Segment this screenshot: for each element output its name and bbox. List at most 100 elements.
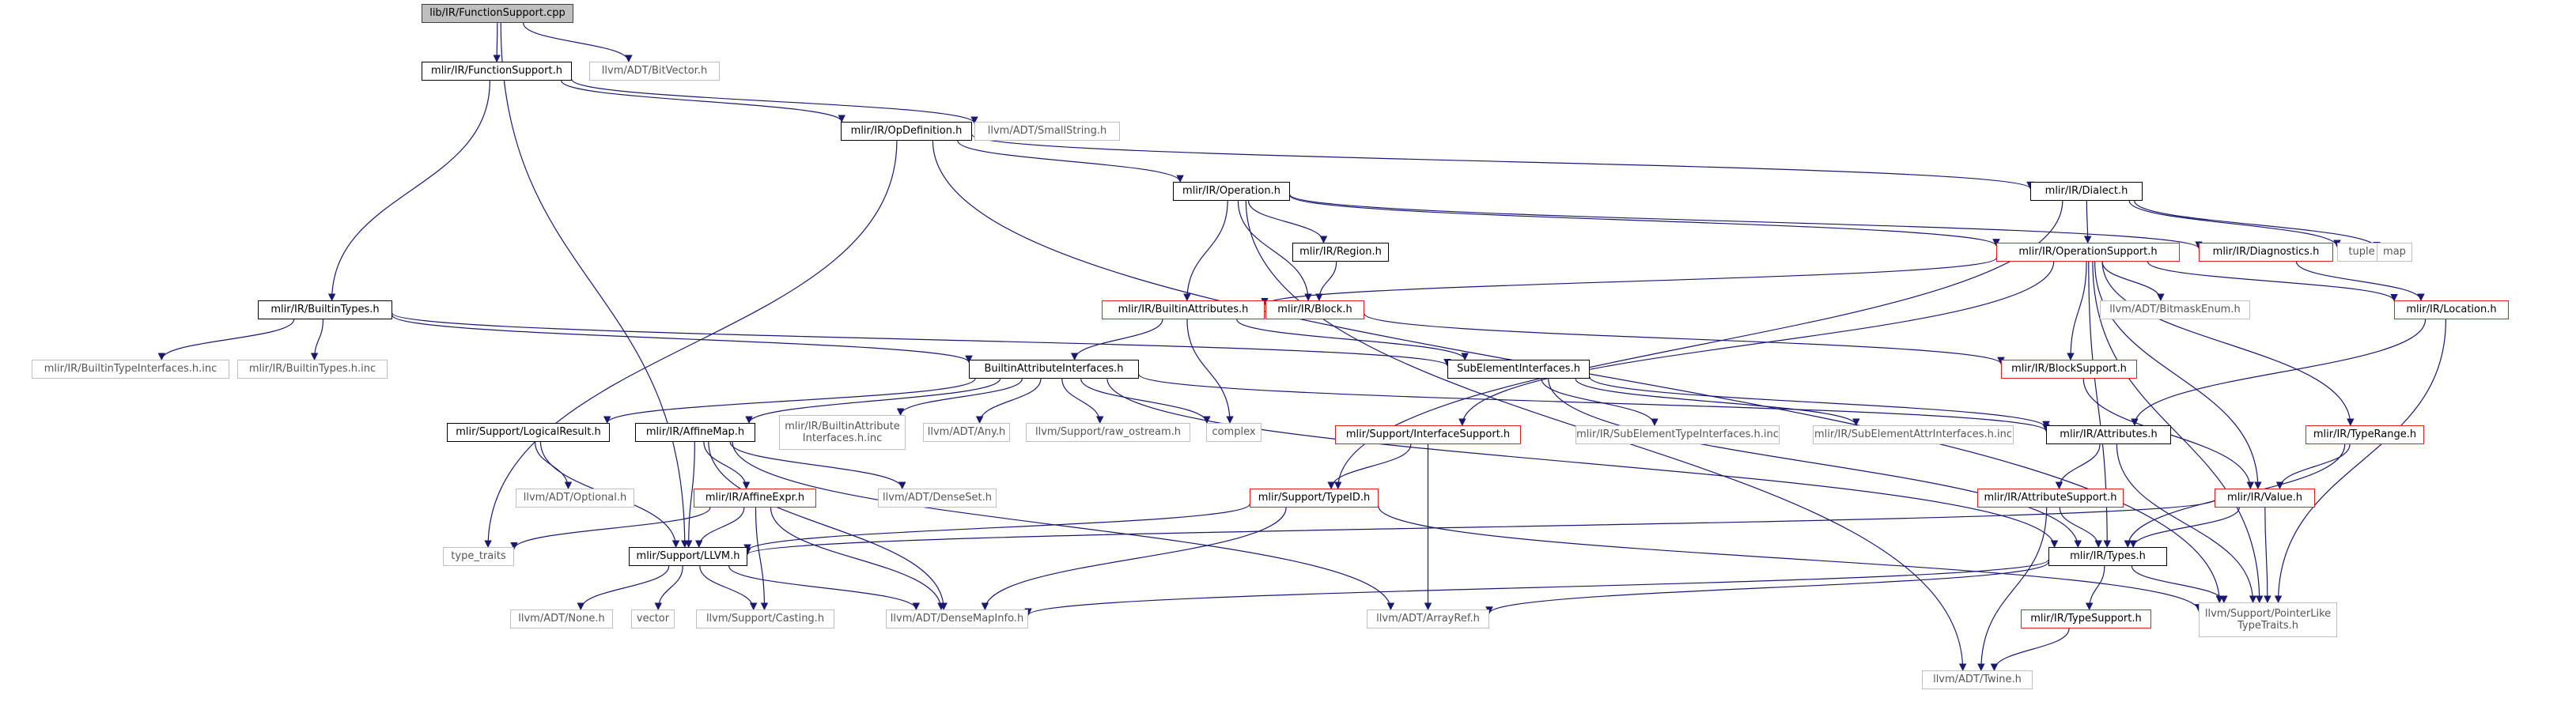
node-label: mlir/IR/BuiltinTypes.h.inc [248,363,376,375]
node-types[interactable]: mlir/IR/Types.h [2048,547,2167,566]
node-label: mlir/IR/SubElementTypeInterfaces.h.inc [1576,428,1779,440]
edge-opsupport-to-bitmaskenum [2101,261,2165,301]
node-casting: llvm/Support/Casting.h [696,610,834,628]
edge-dialect-to-opsupport [2083,200,2092,243]
edge-opdef-to-type_traits [484,140,898,548]
node-label: mlir/IR/Location.h [2406,304,2497,315]
edge-attrsupport-to-twine [1977,507,2048,671]
node-attrsupport[interactable]: mlir/IR/AttributeSupport.h [1977,489,2124,508]
node-label: mlir/IR/SubElementAttrInterfaces.h.inc [1814,428,2013,440]
node-label: type_traits [451,550,506,562]
node-label: mlir/IR/Block.h [1277,304,1352,315]
edge-types-to-ptrlike [2131,565,2228,603]
node-llvm-h[interactable]: mlir/Support/LLVM.h [629,547,747,566]
edge-operation-to-region [1247,200,1328,243]
edge-typeid-to-densemapinfo [981,507,1287,610]
node-label: mlir/IR/OperationSupport.h [2018,246,2158,258]
node-opsupport[interactable]: mlir/IR/OperationSupport.h [1996,243,2180,262]
node-blocksupport[interactable]: mlir/IR/BlockSupport.h [2001,360,2137,379]
edge-fs_cpp-to-llvm_h [500,22,689,548]
edge-value-to-ptrlike [2264,507,2271,603]
edge-types-to-arrayref [1485,561,2049,614]
node-label: mlir/Support/InterfaceSupport.h [1345,428,1511,440]
node-attributes[interactable]: mlir/IR/Attributes.h [2046,425,2171,444]
node-label: SubElementInterfaces.h [1457,363,1580,375]
node-btiface-inc: mlir/IR/BuiltinTypeInterfaces.h.inc [32,360,229,379]
edge-fs_h-to-opdef [561,80,845,123]
node-bitvector: llvm/ADT/BitVector.h [589,62,720,81]
node-label: llvm/Support/PointerLike TypeTraits.h [2204,608,2332,632]
node-dialect[interactable]: mlir/IR/Dialect.h [2030,182,2143,201]
edge-builtintypes-to-baiface [392,315,973,364]
edge-affineexpr-to-casting [755,507,769,610]
node-label: llvm/Support/raw_ostream.h [1035,426,1182,438]
node-subelem[interactable]: SubElementInterfaces.h [1447,360,1590,379]
node-typeid[interactable]: mlir/Support/TypeID.h [1250,489,1379,508]
node-label: mlir/IR/BuiltinTypes.h [270,304,380,315]
edge-builtinattrs-to-subelem [1236,319,1469,360]
node-region[interactable]: mlir/IR/Region.h [1292,243,1389,262]
edge-operation-to-opsupport [1289,194,2000,247]
node-twine: llvm/ADT/Twine.h [1922,670,2033,689]
node-label: BuiltinAttributeInterfaces.h [984,363,1124,375]
edge-attrsupport-to-types [2059,507,2103,548]
node-label: llvm/ADT/BitVector.h [601,65,708,77]
node-setiface-inc: mlir/IR/SubElementTypeInterfaces.h.inc [1575,425,1780,444]
edge-baiface-to-types [1106,378,2059,548]
edge-baiface-to-any [975,378,1042,424]
edge-builtintypes-to-btiface_inc [157,319,295,360]
edge-opsupport-to-location [2147,261,2398,302]
node-affineexpr[interactable]: mlir/IR/AffineExpr.h [694,489,816,508]
edge-diagnostics-to-location [2295,261,2425,301]
node-label: mlir/IR/Attributes.h [2060,428,2158,440]
node-value[interactable]: mlir/IR/Value.h [2215,489,2315,508]
node-location[interactable]: mlir/IR/Location.h [2394,300,2509,319]
node-fs-h[interactable]: mlir/IR/FunctionSupport.h [422,62,572,81]
edge-builtinattrs-to-complex [1186,319,1234,424]
edge-operation-to-diagnostics [1289,194,2203,249]
edge-types-to-typesupport [2085,565,2105,610]
node-label: llvm/ADT/BitmaskEnum.h [2109,304,2241,315]
node-logicalresult[interactable]: mlir/Support/LogicalResult.h [447,423,610,442]
node-label: mlir/Support/LLVM.h [636,550,740,562]
node-affinemap[interactable]: mlir/IR/AffineMap.h [635,423,755,442]
edge-subelem-to-attributes [1589,376,2050,429]
node-label: mlir/Support/LogicalResult.h [456,426,601,438]
node-opdef[interactable]: mlir/IR/OpDefinition.h [841,122,972,141]
edge-attributes-to-ptrlike [2116,443,2257,603]
node-operation[interactable]: mlir/IR/Operation.h [1173,182,1290,201]
edge-builtinattrs-to-baiface [1070,319,1163,360]
node-label: mlir/IR/OpDefinition.h [850,125,963,137]
node-ptrlike: llvm/Support/PointerLike TypeTraits.h [2199,602,2337,637]
edge-location-to-attributes [2131,319,2427,426]
node-typesupport[interactable]: mlir/IR/TypeSupport.h [2021,610,2151,628]
node-ifacesupport[interactable]: mlir/Support/InterfaceSupport.h [1335,425,1521,444]
node-builtinattrs[interactable]: mlir/IR/BuiltinAttributes.h [1102,300,1265,319]
node-raw-ostream: llvm/Support/raw_ostream.h [1026,423,1190,442]
edge-typerange-to-value [2275,443,2351,489]
edge-opdef-to-dialect [971,134,2034,190]
node-label: map [2383,246,2406,258]
edge-typeid-to-llvm_h [743,504,1250,552]
node-smallstring: llvm/ADT/SmallString.h [974,122,1120,141]
node-typerange[interactable]: mlir/IR/TypeRange.h [2306,425,2424,444]
edge-block-to-blocksupport [1364,313,2005,365]
edge-fs_h-to-smallstring [571,78,978,124]
node-builtintypes[interactable]: mlir/IR/BuiltinTypes.h [258,300,392,319]
edge-baiface-to-affinemap [745,378,1001,424]
node-baiface-inc: mlir/IR/BuiltinAttribute Interfaces.h.in… [779,415,906,450]
edge-dialect-to-typeid [1333,200,2063,489]
edge-affineexpr-to-densemapinfo [770,507,945,610]
edge-opsupport-to-ptrlike [2092,261,2264,603]
edge-operation-to-block [1237,200,1312,301]
node-label: mlir/IR/Value.h [2227,492,2302,504]
node-bt-inc: mlir/IR/BuiltinTypes.h.inc [237,360,388,379]
node-label: mlir/IR/Types.h [2070,550,2146,562]
node-diagnostics[interactable]: mlir/IR/Diagnostics.h [2199,243,2333,262]
edge-typesupport-to-twine [1990,628,2070,671]
edge-dialect-to-map [2134,200,2381,250]
node-seaiface-inc: mlir/IR/SubElementAttrInterfaces.h.inc [1813,425,2014,444]
node-block[interactable]: mlir/IR/Block.h [1265,300,1364,319]
node-baiface[interactable]: BuiltinAttributeInterfaces.h [969,360,1139,379]
